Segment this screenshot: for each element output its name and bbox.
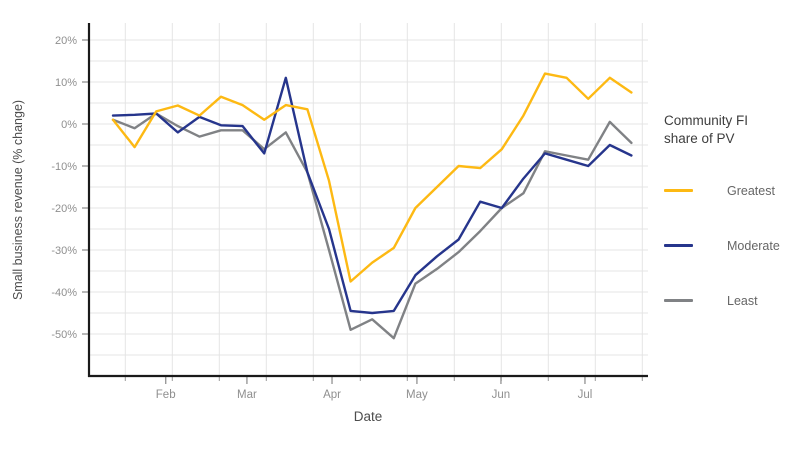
x-tick-label: Jun [492,389,511,401]
y-tick-label: -30% [51,245,77,257]
y-tick-label: -50% [51,329,77,341]
legend-items: Greatest Moderate Least [664,182,796,310]
least-line-swatch [664,299,693,303]
y-tick-label: 10% [55,77,77,89]
axes-layer [82,23,648,384]
series-line-moderate [111,76,633,315]
x-tick-label: Mar [237,389,257,401]
y-axis-title: Small business revenue (% change) [11,100,25,300]
series-line-greatest [111,72,633,283]
x-tick-label: May [406,389,428,401]
x-axis-title: Date [354,409,383,424]
x-tick-label: Jul [578,389,593,401]
y-tick-label: -20% [51,203,77,215]
legend: Community FI share of PV Greatest Modera… [664,112,796,347]
y-tick-label: -10% [51,161,77,173]
x-tick-label: Apr [323,389,341,401]
y-tick-label: 20% [55,35,77,47]
tick-labels-layer: 20% 10% 0% -10% -20% -30% -40% -50% Feb Mar Apr May… [51,35,592,401]
legend-item-greatest: Greatest [664,182,796,200]
series-line-least [111,112,633,340]
legend-label-greatest: Greatest [727,183,775,198]
gridlines-layer [89,23,648,376]
series-layer [111,72,633,340]
x-tick-label: Feb [156,389,176,401]
legend-item-moderate: Moderate [664,237,796,255]
greatest-line-swatch [664,189,693,193]
legend-label-moderate: Moderate [727,238,780,253]
legend-item-least: Least [664,292,796,310]
moderate-line-swatch [664,244,693,248]
legend-label-least: Least [727,293,758,308]
y-tick-label: 0% [61,119,77,131]
y-tick-label: -40% [51,287,77,299]
legend-title: Community FI share of PV [664,113,749,146]
